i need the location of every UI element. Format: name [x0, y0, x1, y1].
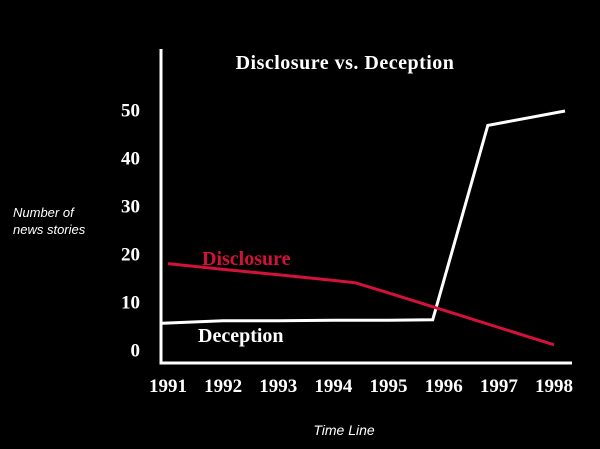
chart-title: Disclosure vs. Deception [235, 52, 455, 74]
y-axis-label: Number of news stories [13, 205, 86, 237]
y-tick-label: 20 [121, 244, 140, 266]
x-tick-label: 1997 [479, 376, 518, 397]
x-tick-label: 1991 [149, 376, 187, 397]
disclosure-series-label: Disclosure [202, 248, 291, 270]
x-tick-label: 1994 [314, 376, 353, 397]
y-tick-label: 40 [121, 148, 140, 170]
y-tick-label: 50 [121, 100, 140, 122]
x-tick-label: 1996 [424, 376, 463, 397]
deception-series-label: Deception [198, 325, 284, 347]
x-tick-label: 1998 [534, 376, 573, 397]
y-tick-label: 30 [121, 196, 140, 218]
deception-line [162, 109, 566, 325]
disclosure-line [167, 262, 555, 347]
x-tick-label: 1995 [369, 376, 408, 397]
x-tick-label: 1992 [204, 376, 243, 397]
x-tick-label: 1993 [259, 376, 298, 397]
x-axis-label: Time Line [313, 422, 375, 438]
y-tick-label: 10 [121, 292, 140, 314]
y-tick-label: 0 [130, 340, 141, 362]
